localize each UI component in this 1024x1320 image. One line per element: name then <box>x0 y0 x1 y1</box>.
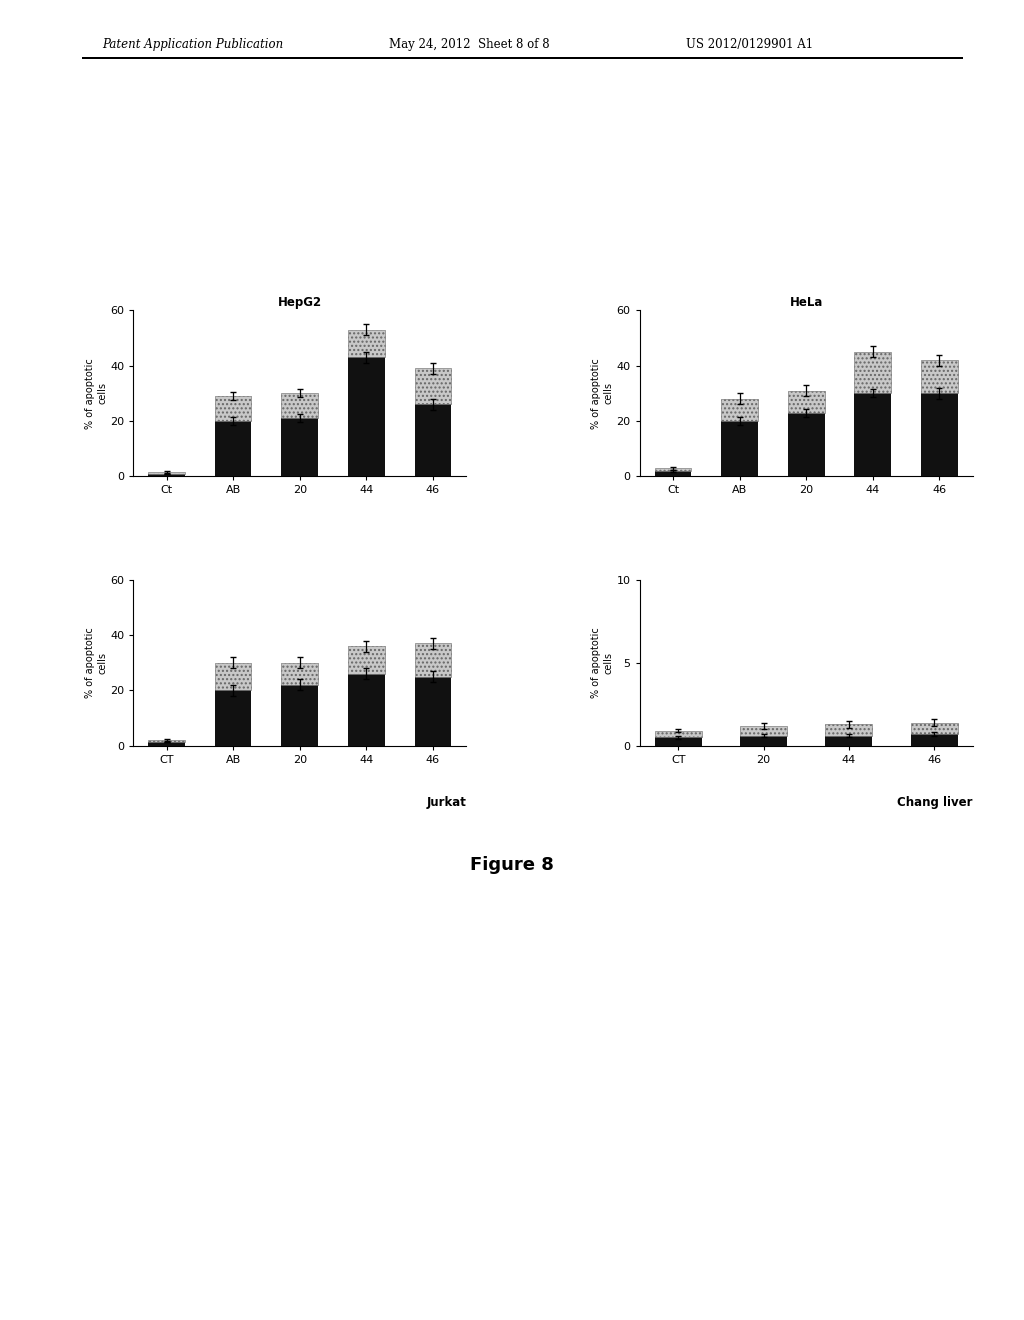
Bar <box>348 330 385 358</box>
Bar <box>415 643 452 677</box>
Bar <box>415 677 452 746</box>
Bar <box>854 393 891 477</box>
Bar <box>282 418 318 477</box>
Bar <box>921 393 957 477</box>
Bar <box>215 690 252 746</box>
Bar <box>348 358 385 477</box>
Bar <box>654 469 691 471</box>
Title: HepG2: HepG2 <box>278 296 322 309</box>
Bar <box>740 726 787 735</box>
Bar <box>215 663 252 690</box>
Y-axis label: % of apoptotic
cells: % of apoptotic cells <box>85 358 108 429</box>
Bar <box>787 413 824 477</box>
Bar <box>282 685 318 746</box>
Bar <box>415 404 452 477</box>
Bar <box>348 673 385 746</box>
Bar <box>721 421 758 477</box>
Title: HeLa: HeLa <box>790 296 823 309</box>
Bar <box>721 399 758 421</box>
Text: Figure 8: Figure 8 <box>470 855 554 874</box>
Bar <box>825 725 872 735</box>
Y-axis label: % of apoptotic
cells: % of apoptotic cells <box>591 358 613 429</box>
Bar <box>215 421 252 477</box>
Bar <box>148 742 185 746</box>
Bar <box>148 474 185 477</box>
Bar <box>654 471 691 477</box>
Bar <box>654 731 701 738</box>
Bar <box>654 738 701 746</box>
Bar <box>740 735 787 746</box>
Bar <box>282 393 318 418</box>
Bar <box>910 722 957 734</box>
Bar <box>148 473 185 474</box>
Bar <box>348 645 385 673</box>
Y-axis label: % of apoptotic
cells: % of apoptotic cells <box>592 627 613 698</box>
Bar <box>148 741 185 742</box>
Bar <box>910 734 957 746</box>
Bar <box>215 396 252 421</box>
Bar <box>854 351 891 393</box>
Text: Patent Application Publication: Patent Application Publication <box>102 38 284 51</box>
Text: US 2012/0129901 A1: US 2012/0129901 A1 <box>686 38 813 51</box>
Bar <box>825 735 872 746</box>
Bar <box>282 663 318 685</box>
Text: Chang liver: Chang liver <box>897 796 973 809</box>
Text: May 24, 2012  Sheet 8 of 8: May 24, 2012 Sheet 8 of 8 <box>389 38 550 51</box>
Y-axis label: % of apoptotic
cells: % of apoptotic cells <box>85 627 108 698</box>
Bar <box>415 368 452 404</box>
Bar <box>787 391 824 413</box>
Text: Jurkat: Jurkat <box>426 796 466 809</box>
Bar <box>921 360 957 393</box>
